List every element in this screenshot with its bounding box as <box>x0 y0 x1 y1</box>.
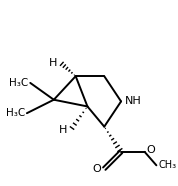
Text: NH: NH <box>124 96 141 106</box>
Text: O: O <box>92 164 101 174</box>
Text: H: H <box>59 125 67 135</box>
Text: CH₃: CH₃ <box>158 160 176 170</box>
Text: H: H <box>49 58 57 68</box>
Text: H₃C: H₃C <box>6 108 25 118</box>
Text: O: O <box>146 145 155 155</box>
Text: H₃C: H₃C <box>9 78 29 88</box>
